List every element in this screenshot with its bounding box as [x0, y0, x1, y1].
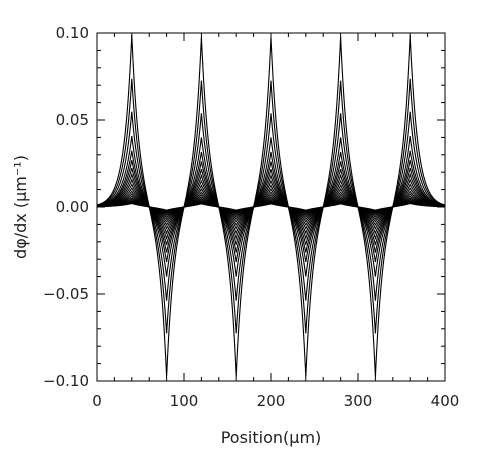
x-tick-label: 300: [344, 392, 373, 410]
series-line-6: [97, 160, 445, 253]
x-tick-label: 200: [257, 392, 286, 410]
series-line-10: [97, 183, 445, 230]
y-tick-label: 0.10: [56, 24, 89, 42]
y-tick-label: −0.10: [43, 372, 89, 390]
y-tick-labels: −0.10 −0.05 0.00 0.05 0.10: [43, 24, 89, 390]
series-line-3: [97, 111, 445, 301]
y-tick-label: 0.00: [56, 198, 89, 216]
x-tick-label: 100: [170, 392, 199, 410]
x-axis-label: Position(μm): [221, 428, 322, 447]
y-axis-label: dφ/dx (μm⁻¹): [11, 155, 30, 259]
series-line-11: [97, 187, 445, 227]
series-line-7: [97, 167, 445, 245]
curve-family: [97, 34, 445, 377]
series-line-20: [97, 202, 445, 211]
axis-ticks: [96, 32, 446, 382]
x-tick-label: 0: [92, 392, 102, 410]
series-line-9: [97, 178, 445, 235]
series-line-8: [97, 172, 445, 241]
x-tick-labels: 0 100 200 300 400: [92, 392, 459, 410]
series-line-4: [97, 135, 445, 277]
y-tick-label: −0.05: [43, 285, 89, 303]
series-line-2: [97, 78, 445, 334]
x-tick-label: 400: [431, 392, 460, 410]
y-tick-label: 0.05: [56, 111, 89, 129]
series-line-5: [97, 150, 445, 263]
